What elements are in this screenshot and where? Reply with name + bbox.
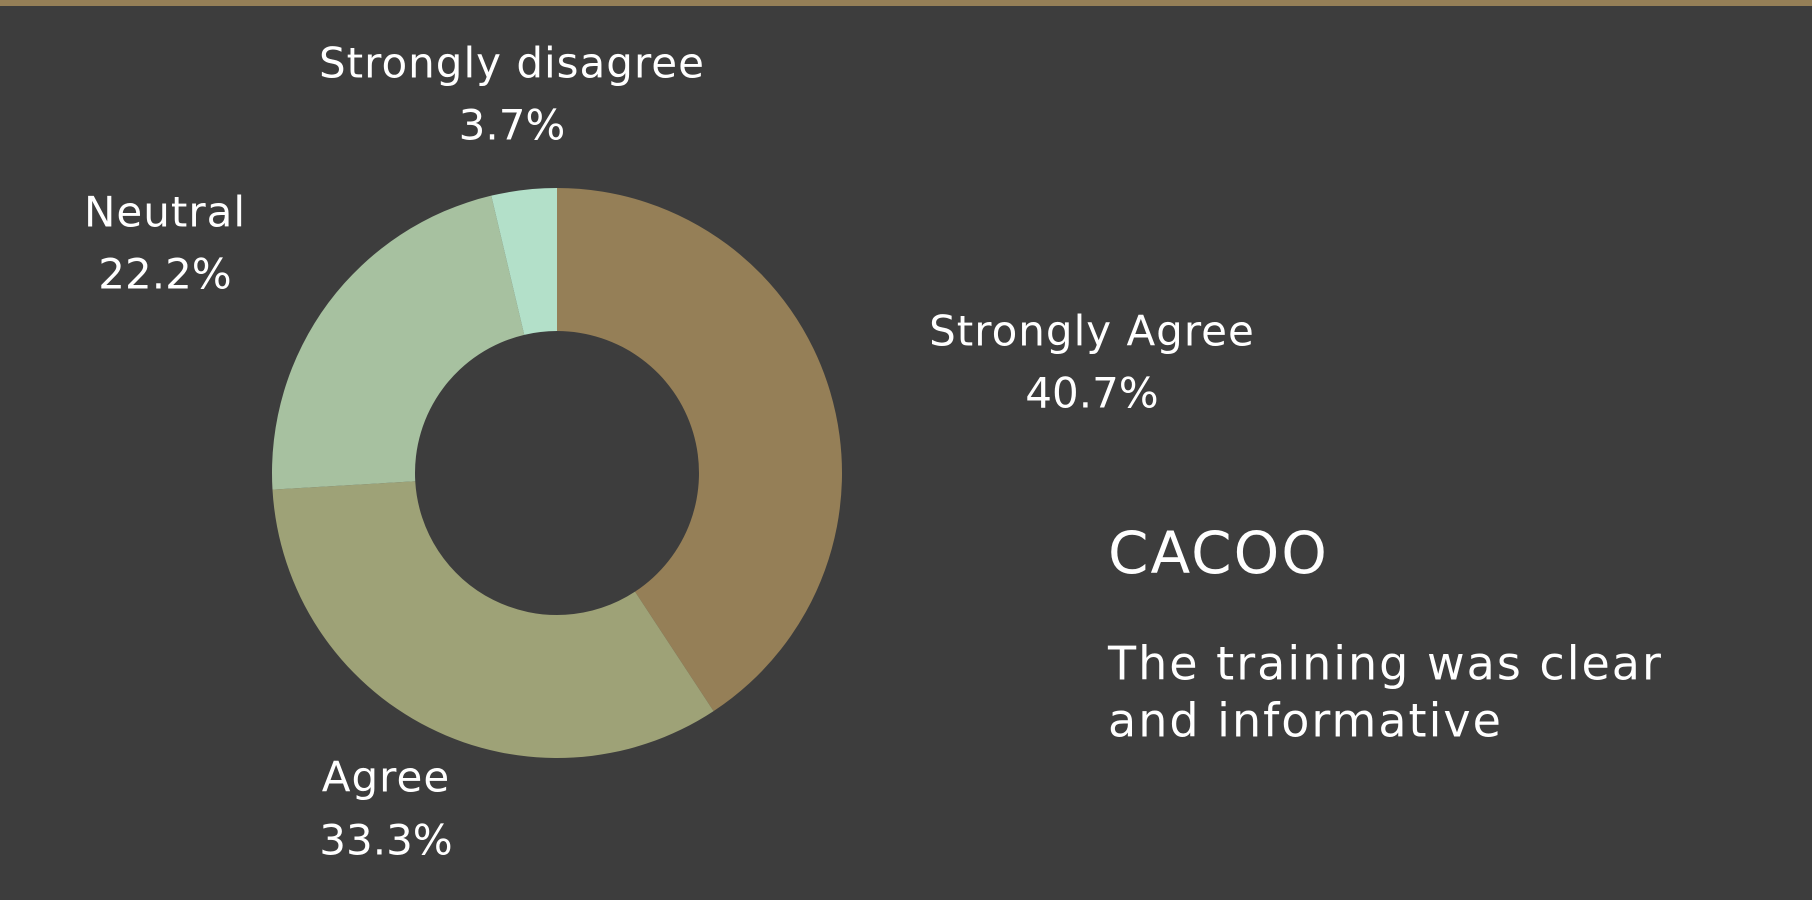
chart-title: CACOO bbox=[1108, 519, 1329, 587]
donut-slice bbox=[557, 188, 843, 712]
slice-value-label: 3.7% bbox=[459, 101, 566, 150]
donut-slice bbox=[272, 195, 525, 490]
subtitle-line: and informative bbox=[1108, 694, 1503, 748]
slice-label: Strongly Agree bbox=[929, 307, 1255, 356]
donut-slice bbox=[491, 188, 557, 335]
slice-value-label: 40.7% bbox=[1025, 369, 1158, 418]
top-bar bbox=[0, 0, 1812, 6]
slice-label: Agree bbox=[322, 753, 450, 802]
donut-slice bbox=[272, 481, 714, 758]
slice-value-label: 33.3% bbox=[319, 816, 452, 865]
slice-label: Strongly disagree bbox=[319, 39, 705, 88]
slice-value-label: 22.2% bbox=[98, 250, 231, 299]
subtitle-line: The training was clear bbox=[1107, 637, 1663, 691]
slice-label: Neutral bbox=[84, 188, 246, 237]
